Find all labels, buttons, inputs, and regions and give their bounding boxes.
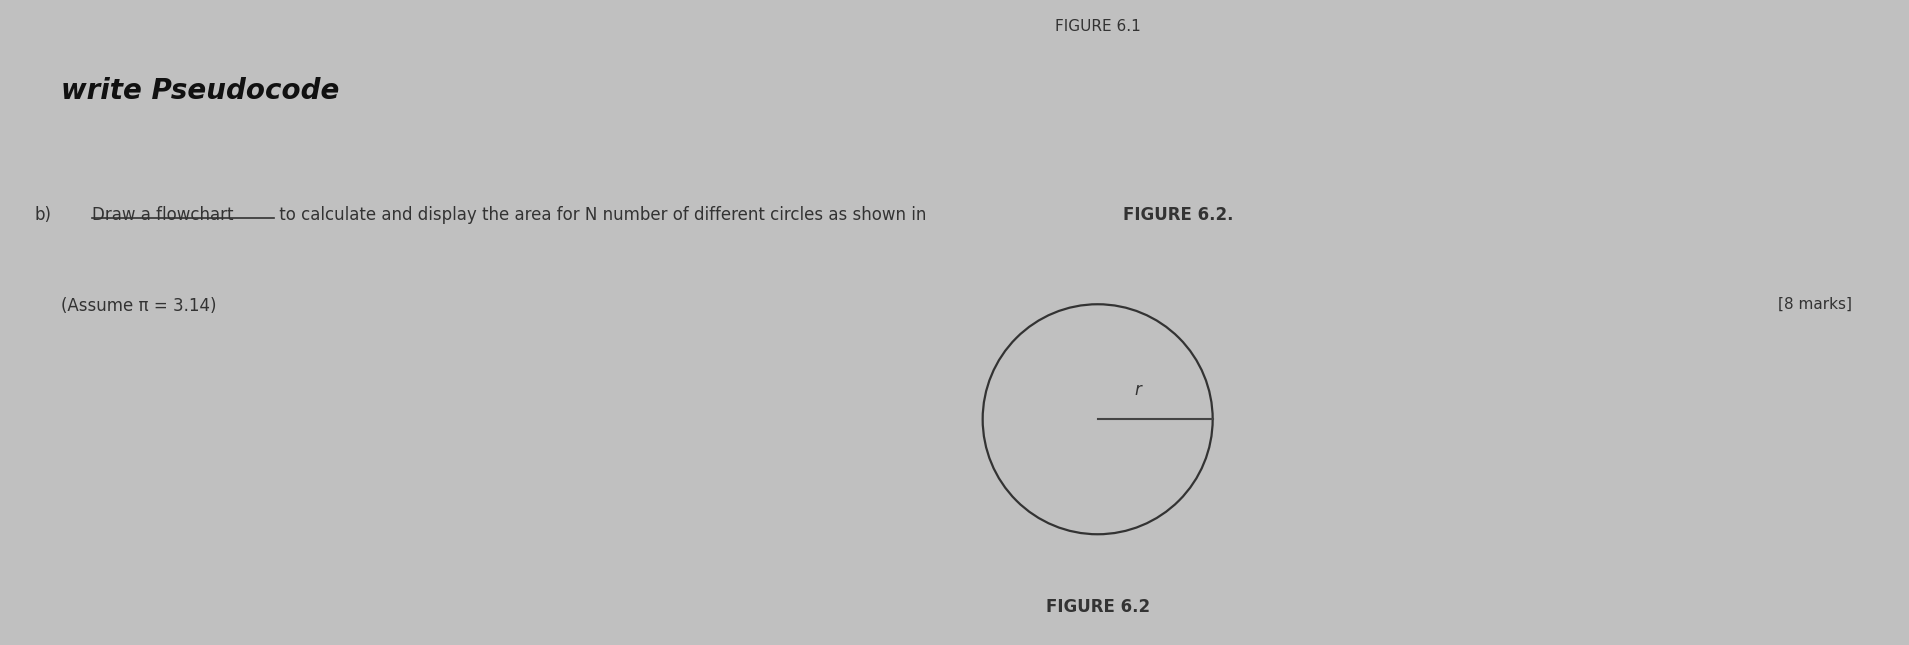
Text: [8 marks]: [8 marks] <box>1777 297 1852 312</box>
Ellipse shape <box>983 304 1212 534</box>
Text: to calculate and display the area for N number of different circles as shown in: to calculate and display the area for N … <box>275 206 932 224</box>
Text: Draw a flowchart: Draw a flowchart <box>92 206 233 224</box>
Text: FIGURE 6.2.: FIGURE 6.2. <box>1122 206 1233 224</box>
Text: FIGURE 6.2: FIGURE 6.2 <box>1046 598 1149 616</box>
Text: r: r <box>1134 381 1142 399</box>
Text: b): b) <box>34 206 52 224</box>
Text: (Assume π = 3.14): (Assume π = 3.14) <box>61 297 216 315</box>
Text: FIGURE 6.1: FIGURE 6.1 <box>1056 19 1140 34</box>
Text: write Pseudocode: write Pseudocode <box>61 77 340 105</box>
